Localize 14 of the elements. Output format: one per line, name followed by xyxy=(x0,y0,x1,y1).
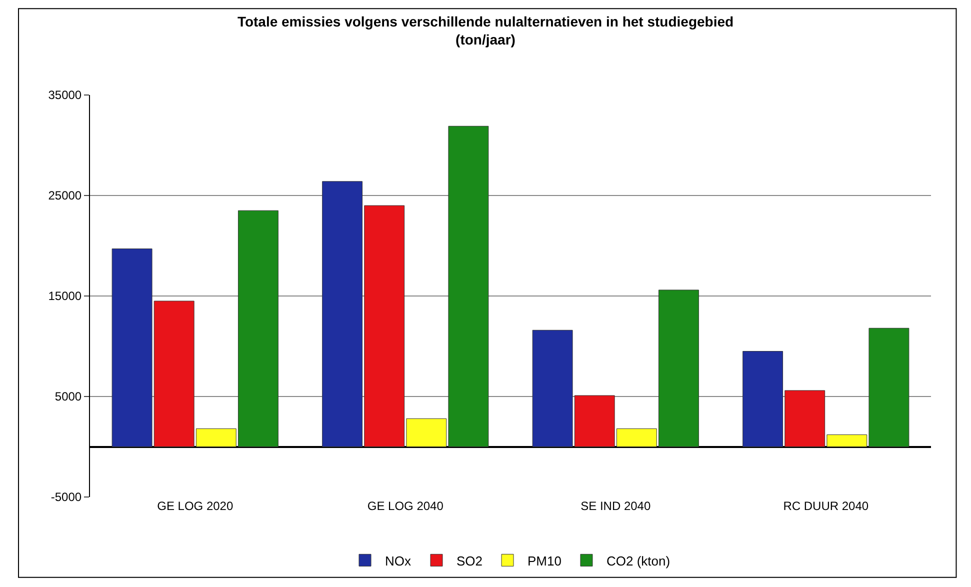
y-tick-label: 5000 xyxy=(54,390,82,404)
legend-label: PM10 xyxy=(528,553,562,568)
y-tick-label: 15000 xyxy=(48,289,82,304)
x-tick-label: GE LOG 2020 xyxy=(157,499,234,513)
x-tick-label: RC DUUR 2040 xyxy=(783,499,869,513)
chart-title: Totale emissies volgens verschillende nulalternatieven in het studiegebied (ton/jaar) xyxy=(237,13,734,48)
y-tick-label: 25000 xyxy=(48,188,82,203)
y-tick-label: 35000 xyxy=(48,88,82,102)
legend-label: CO2 (kton) xyxy=(606,553,670,568)
legend-label: NOx xyxy=(385,553,412,568)
y-tick-label: -5000 xyxy=(50,490,82,504)
x-tick-label: SE IND 2040 xyxy=(580,499,651,513)
x-tick-label: GE LOG 2040 xyxy=(367,499,444,513)
legend-label: SO2 xyxy=(456,553,483,568)
